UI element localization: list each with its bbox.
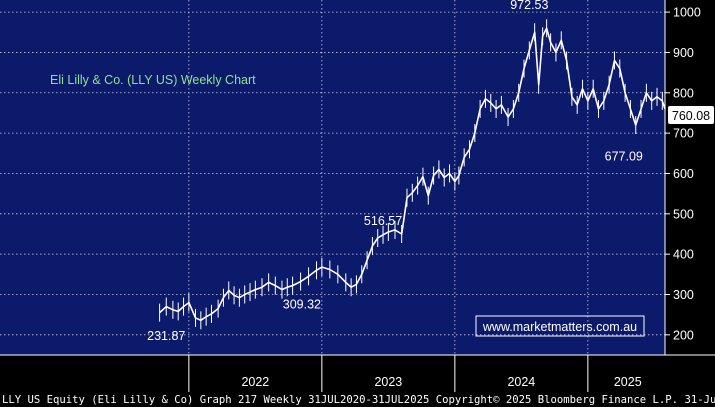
footer-text: LLY US Equity (Eli Lilly & Co) Graph 217… (2, 394, 715, 406)
annotation-label: 309.32 (283, 298, 321, 312)
gridlines (0, 0, 665, 355)
x-tick-label: 2023 (374, 375, 402, 389)
x-axis: 2022 2023 2024 2025 (0, 354, 715, 392)
last-price-box (668, 106, 714, 124)
last-price-marker: 760.08 (668, 106, 714, 124)
watermark-border (475, 315, 645, 337)
watermark-link[interactable]: www.marketmatters.com.au (482, 320, 637, 334)
x-tick-label: 2024 (507, 375, 535, 389)
series-line (159, 27, 666, 322)
y-tick-label: 500 (673, 207, 694, 221)
y-axis: 200 300 400 500 600 700 800 900 1000 (664, 0, 701, 355)
y-tick-label: 600 (673, 167, 694, 181)
y-tick-label: 400 (673, 248, 694, 262)
price-series (159, 19, 666, 330)
plot-area (0, 0, 665, 355)
x-tick-label: 2022 (241, 375, 269, 389)
y-tick-label: 700 (673, 127, 694, 141)
chart-title: Eli Lilly & Co. (LLY US) Weekly Chart (50, 73, 256, 87)
annotation-label: 516.57 (364, 214, 402, 228)
y-tick-label: 1000 (673, 6, 701, 20)
annotation-label: 677.09 (605, 149, 643, 163)
x-tick-label: 2025 (614, 375, 642, 389)
y-tick-label: 900 (673, 46, 694, 60)
last-price-label: 760.08 (672, 109, 710, 123)
annotation-label: 231.87 (147, 329, 185, 343)
annotations: 972.53 677.09 516.57 309.32 231.87 (147, 0, 643, 343)
y-tick-label: 300 (673, 288, 694, 302)
y-tick-label: 800 (673, 86, 694, 100)
watermark-box[interactable]: www.marketmatters.com.au (475, 315, 645, 337)
y-tick-label: 200 (673, 328, 694, 342)
annotation-label: 972.53 (510, 0, 548, 12)
